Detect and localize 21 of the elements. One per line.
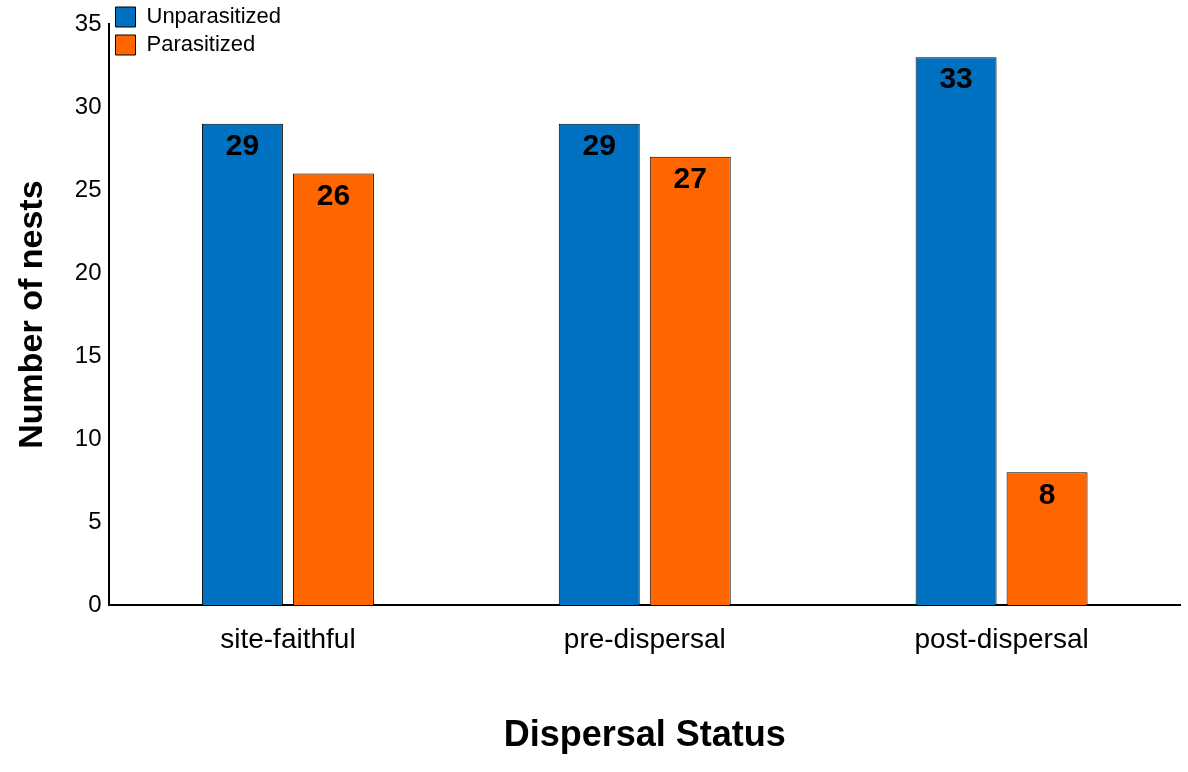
x-tick-label: site-faithful	[220, 622, 356, 654]
y-tick-label: 25	[74, 174, 102, 202]
legend-label: Unparasitized	[146, 3, 282, 29]
y-axis-title: Number of nests	[10, 180, 49, 449]
y-tick-label: 5	[88, 506, 102, 534]
data-label: 27	[673, 161, 707, 195]
data-label: 29	[225, 127, 260, 161]
y-tick-label: 15	[74, 340, 102, 368]
data-label: 8	[1038, 476, 1056, 510]
data-label: 29	[582, 127, 616, 161]
x-tick-label: post-dispersal	[914, 622, 1089, 654]
y-tick-label: 35	[74, 8, 102, 36]
y-tick-label: 10	[74, 423, 102, 451]
y-tick-label: 0	[88, 589, 102, 617]
x-axis-title: Dispersal Status	[503, 713, 786, 755]
data-label: 26	[316, 177, 351, 211]
legend-label: Parasitized	[146, 31, 256, 57]
y-tick-label: 20	[74, 257, 102, 285]
y-tick-label: 30	[74, 91, 102, 119]
x-tick-label: pre-dispersal	[563, 622, 726, 654]
data-label: 33	[939, 61, 973, 95]
